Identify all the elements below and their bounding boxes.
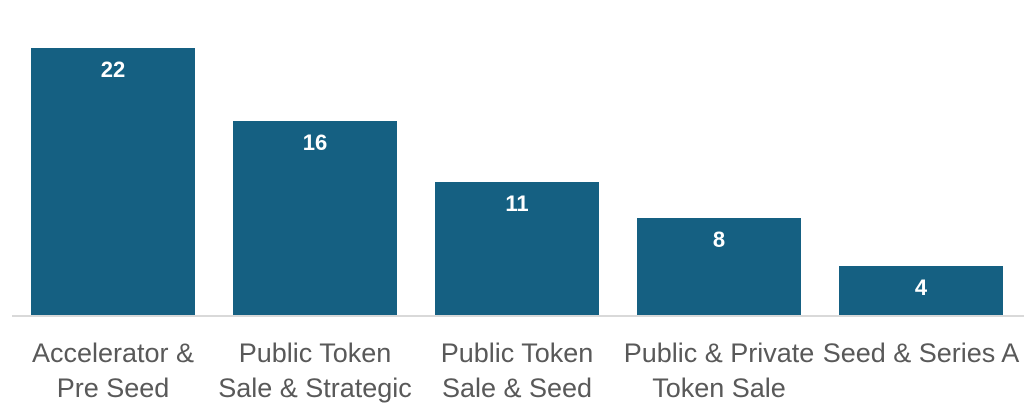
bar-value-label: 4: [914, 275, 928, 300]
bar: 16: [233, 121, 397, 315]
category-label: Public & Private Token Sale: [618, 336, 820, 406]
bar-slot: 8: [618, 0, 820, 315]
category-label-line: Pre Seed: [56, 373, 170, 403]
bar: 4: [839, 266, 1003, 315]
bar-slot: 16: [214, 0, 416, 315]
category-label: Accelerator & Pre Seed: [12, 336, 214, 406]
bar-value-label: 11: [505, 191, 529, 216]
bar-value-label: 8: [712, 227, 726, 252]
bar-value-label: 16: [302, 130, 328, 155]
category-label-line: Sale & Seed: [441, 373, 593, 403]
category-label-line: Seed & Series A: [822, 338, 1020, 368]
bar: 11: [435, 182, 599, 315]
category-label-line: Public Token: [440, 338, 594, 368]
bar: 8: [637, 218, 801, 315]
plot-area: 22 16 11 8 4: [12, 0, 1022, 315]
category-label-line: Public Token: [238, 338, 392, 368]
category-label: Public Token Sale & Seed: [416, 336, 618, 406]
bar-slot: 11: [416, 0, 618, 315]
category-label-line: Accelerator &: [31, 338, 195, 368]
category-label-line: Public & Private: [623, 338, 815, 368]
bar-value-label: 22: [100, 57, 126, 82]
bar: 22: [31, 48, 195, 315]
category-label-line: Token Sale: [652, 373, 786, 403]
category-label: Public Token Sale & Strategic: [214, 336, 416, 406]
x-axis-line: [12, 315, 1024, 317]
bar-slot: 22: [12, 0, 214, 315]
bar-slot: 4: [820, 0, 1022, 315]
category-label: Seed & Series A: [820, 336, 1022, 406]
x-axis-labels: Accelerator & Pre Seed Public Token Sale & …: [12, 336, 1022, 406]
category-label-line: Sale & Strategic: [218, 373, 412, 403]
